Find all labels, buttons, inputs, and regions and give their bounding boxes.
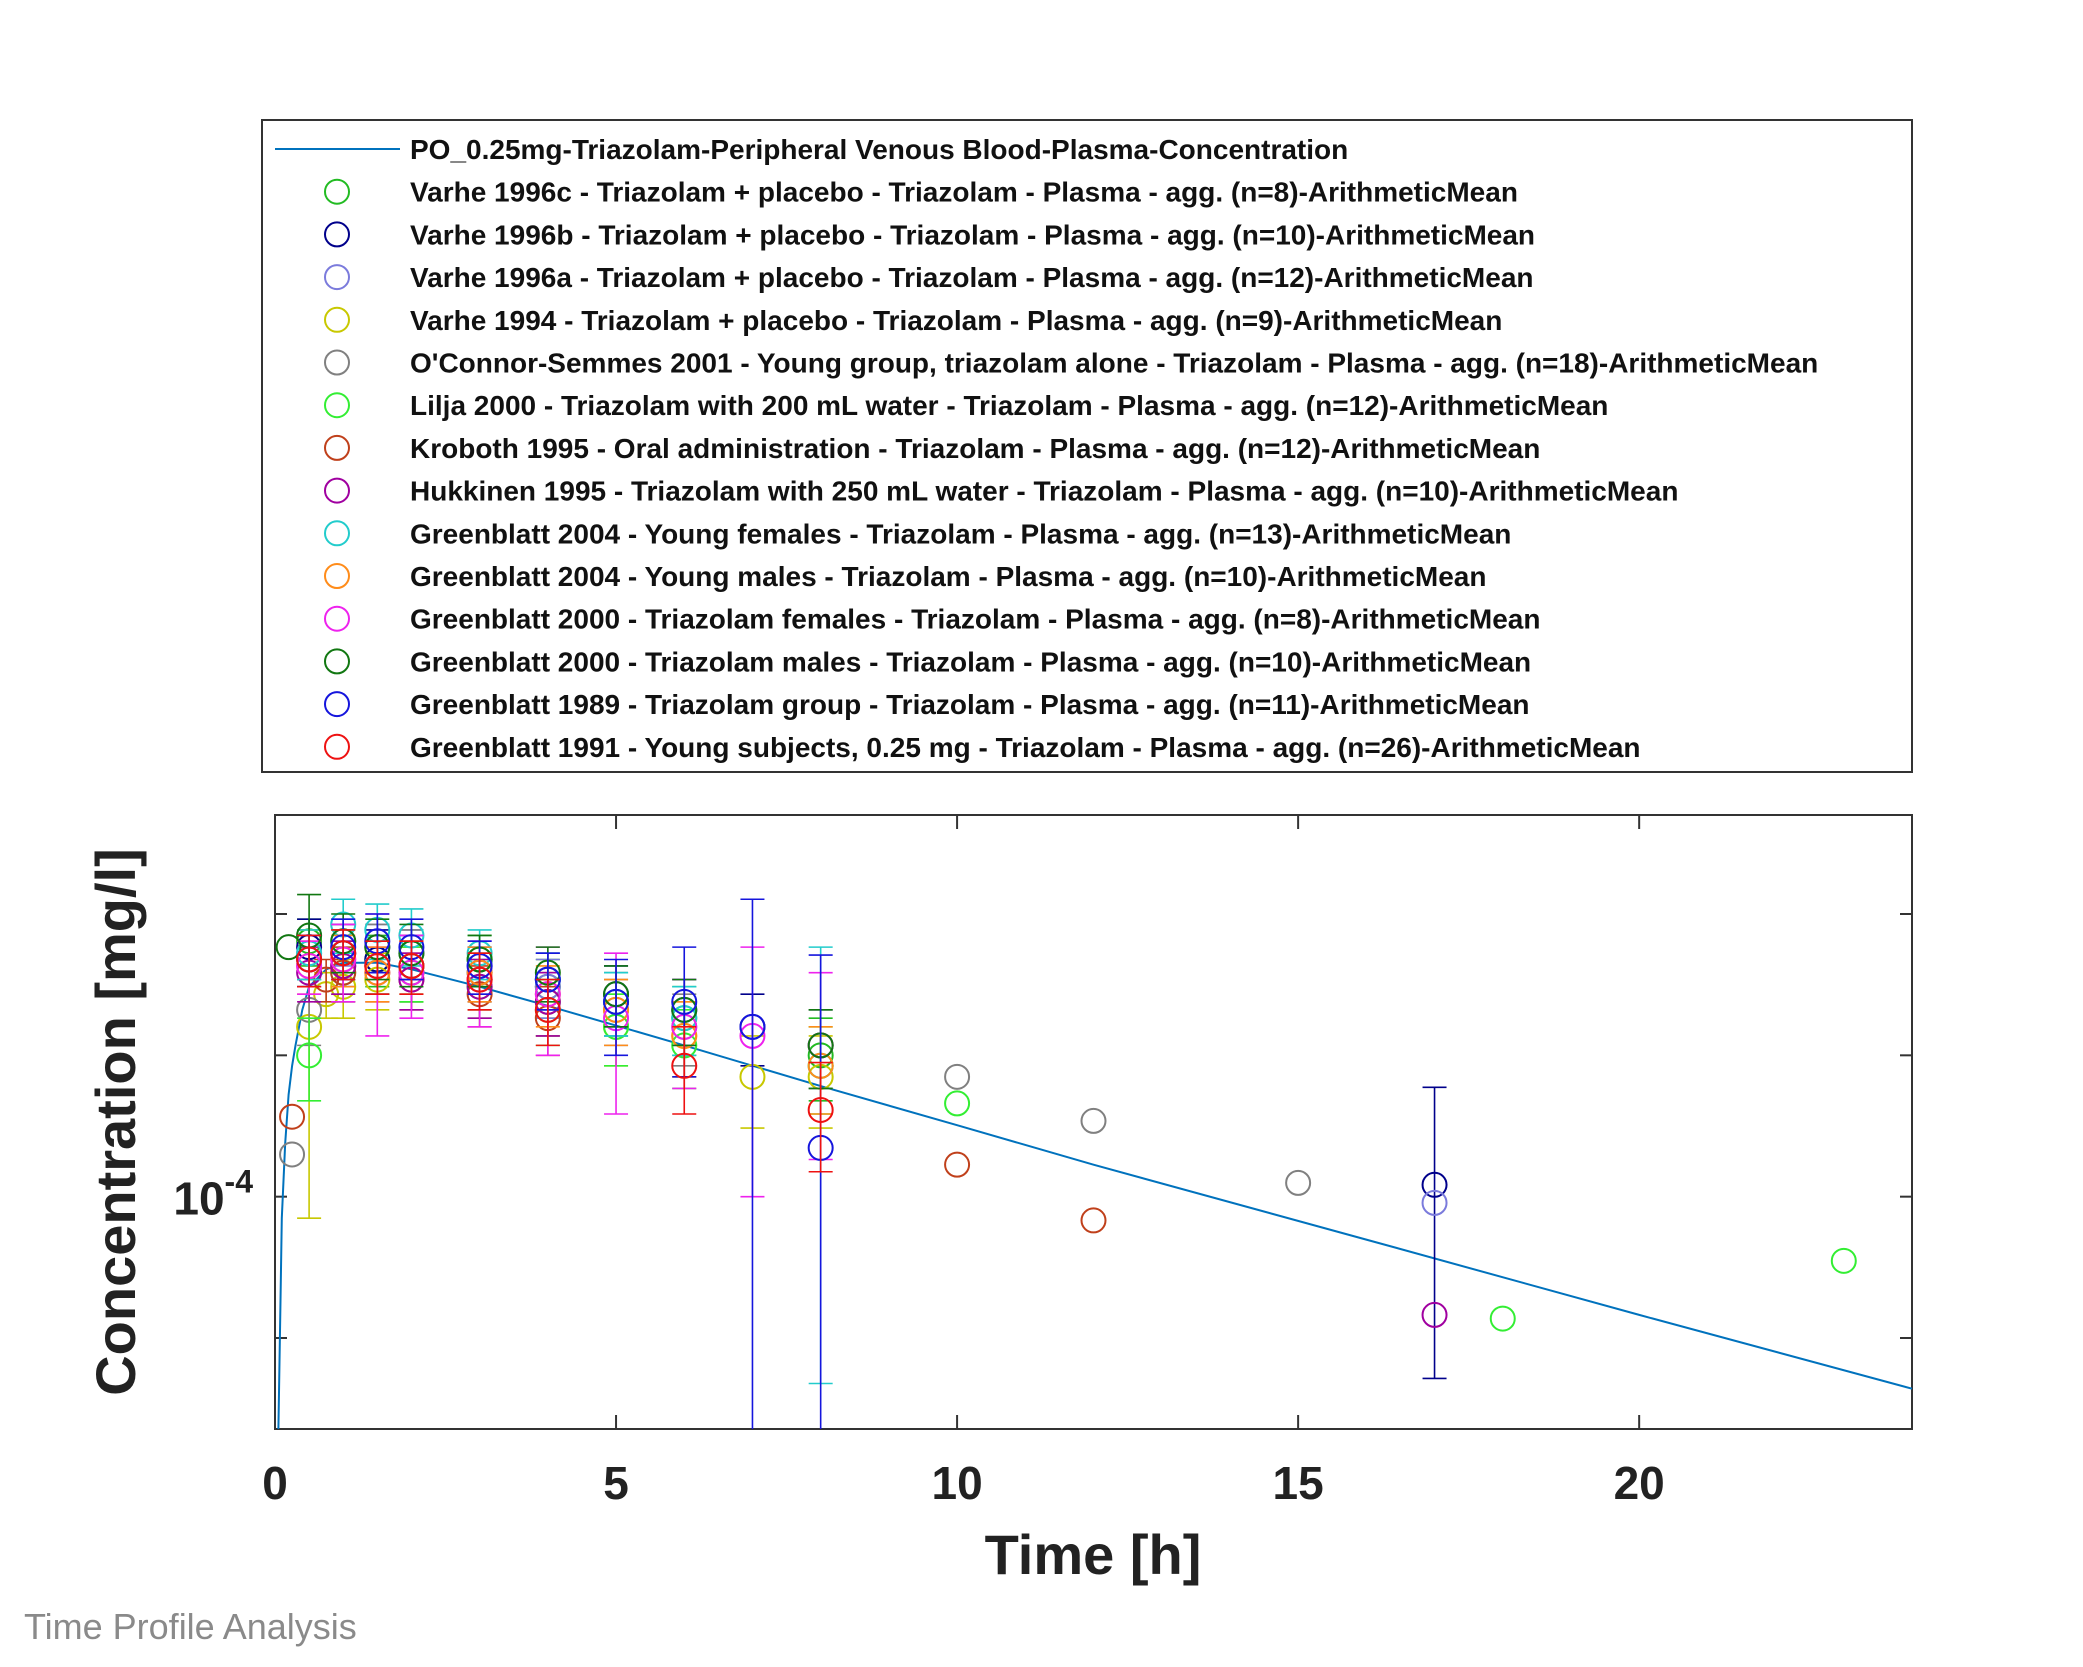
legend-label: Greenblatt 2004 - Young females - Triazo… [410,518,1511,549]
data-point [603,988,630,1015]
legend-entry: Varhe 1996b - Triazolam + placebo - Tria… [324,219,1535,250]
legend-entry: Greenblatt 2000 - Triazolam females - Tr… [324,604,1540,635]
data-point [1080,1207,1107,1234]
legend-label: Lilja 2000 - Triazolam with 200 mL water… [410,390,1608,421]
legend-entry: Varhe 1996a - Triazolam + placebo - Tria… [324,262,1534,293]
data-point [296,946,323,973]
footer-text: Time Profile Analysis [24,1606,357,1647]
x-tick-label: 5 [603,1457,629,1509]
x-tick-label: 15 [1273,1457,1324,1509]
legend-circle-marker [324,349,350,376]
legend-entry-simulation: PO_0.25mg-Triazolam-Peripheral Venous Bl… [275,134,1348,165]
legend-entry: Varhe 1994 - Triazolam + placebo - Triaz… [324,305,1502,336]
legend-label: Varhe 1996c - Triazolam + placebo - Tria… [410,177,1518,208]
legend-entry: Greenblatt 1989 - Triazolam group - Tria… [324,689,1530,720]
legend-label: Greenblatt 1991 - Young subjects, 0.25 m… [410,732,1641,763]
data-point [398,952,425,979]
data-point [1421,1171,1448,1198]
legend-circle-marker [324,264,350,291]
legend-circle-marker [324,434,350,461]
data-point [1285,1169,1312,1196]
legend-label: Greenblatt 2004 - Young males - Triazola… [410,561,1486,592]
legend-entry: Kroboth 1995 - Oral administration - Tri… [324,433,1540,464]
legend-entries: PO_0.25mg-Triazolam-Peripheral Venous Bl… [275,134,1818,763]
legend-label: Varhe 1996b - Triazolam + placebo - Tria… [410,219,1535,250]
x-tick-label: 0 [262,1457,288,1509]
legend-circle-marker [324,691,350,718]
data-point [279,1103,306,1130]
y-tick-label: 10-4 [173,1164,253,1225]
y-axis-label: Concentration [mg/l] [84,848,147,1396]
data-point [944,1063,971,1090]
observed-layer [275,893,1857,1429]
legend-entry: Greenblatt 2004 - Young males - Triazola… [324,561,1486,592]
legend-circle-marker [324,221,350,248]
data-point [944,1151,971,1178]
data-point [1421,1301,1448,1328]
data-point [296,1042,323,1069]
legend-label: PO_0.25mg-Triazolam-Peripheral Venous Bl… [410,134,1348,165]
plot-frame [274,814,1913,1430]
legend-circle-marker [324,178,350,205]
simulation-layer [277,961,1913,1430]
legend-circle-marker [324,648,350,675]
x-tick-label: 10 [931,1457,982,1509]
legend-circle-marker [324,520,350,547]
data-point [534,996,561,1023]
legend-circle-marker [324,563,350,589]
legend-entry: O'Connor-Semmes 2001 - Young group, tria… [324,348,1818,379]
data-point [671,988,698,1015]
legend: PO_0.25mg-Triazolam-Peripheral Venous Bl… [261,119,1913,773]
legend-label: Hukkinen 1995 - Triazolam with 250 mL wa… [410,476,1678,507]
legend-circle-marker [324,306,350,333]
data-point [739,1013,766,1040]
data-point [275,934,302,961]
simulation-line [277,961,1913,1430]
legend-entry: Greenblatt 2000 - Triazolam males - Tria… [324,646,1531,677]
data-point [1421,1189,1448,1216]
legend-circle-marker [324,477,350,504]
axis-ticks: 0 5 10 15 20 10-4 [173,815,1912,1509]
legend-entry: Varhe 1996c - Triazolam + placebo - Tria… [324,177,1518,208]
data-point [466,966,493,993]
legend-entry: Lilja 2000 - Triazolam with 200 mL water… [324,390,1608,421]
legend-label: O'Connor-Semmes 2001 - Young group, tria… [410,348,1818,379]
legend-circle-marker [324,733,350,760]
data-point [807,1096,834,1123]
data-point [330,940,357,967]
legend-label: Greenblatt 2000 - Triazolam males - Tria… [410,646,1531,677]
legend-label: Greenblatt 2000 - Triazolam females - Tr… [410,604,1540,635]
legend-circle-marker [324,605,350,632]
legend-label: Kroboth 1995 - Oral administration - Tri… [410,433,1540,464]
data-point [1830,1247,1857,1274]
legend-entry: Greenblatt 1991 - Young subjects, 0.25 m… [324,732,1641,763]
data-point [1489,1305,1516,1332]
legend-box [261,119,1913,773]
legend-label: Varhe 1994 - Triazolam + placebo - Triaz… [410,305,1502,336]
legend-circle-marker [324,392,350,419]
x-axis-label: Time [h] [985,1523,1202,1586]
data-point [944,1090,971,1117]
legend-label: Varhe 1996a - Triazolam + placebo - Tria… [410,262,1534,293]
x-tick-label: 20 [1614,1457,1665,1509]
data-point [1080,1107,1107,1134]
data-point [364,952,391,979]
legend-entry: Greenblatt 2004 - Young females - Triazo… [324,518,1511,549]
plot-area: 0 5 10 15 20 10-4 [173,814,1913,1509]
series-13 [296,929,834,1173]
legend-entry: Hukkinen 1995 - Triazolam with 250 mL wa… [324,476,1678,507]
legend-label: Greenblatt 1989 - Triazolam group - Tria… [410,689,1530,720]
data-point [671,1052,698,1079]
data-point [279,1141,306,1168]
